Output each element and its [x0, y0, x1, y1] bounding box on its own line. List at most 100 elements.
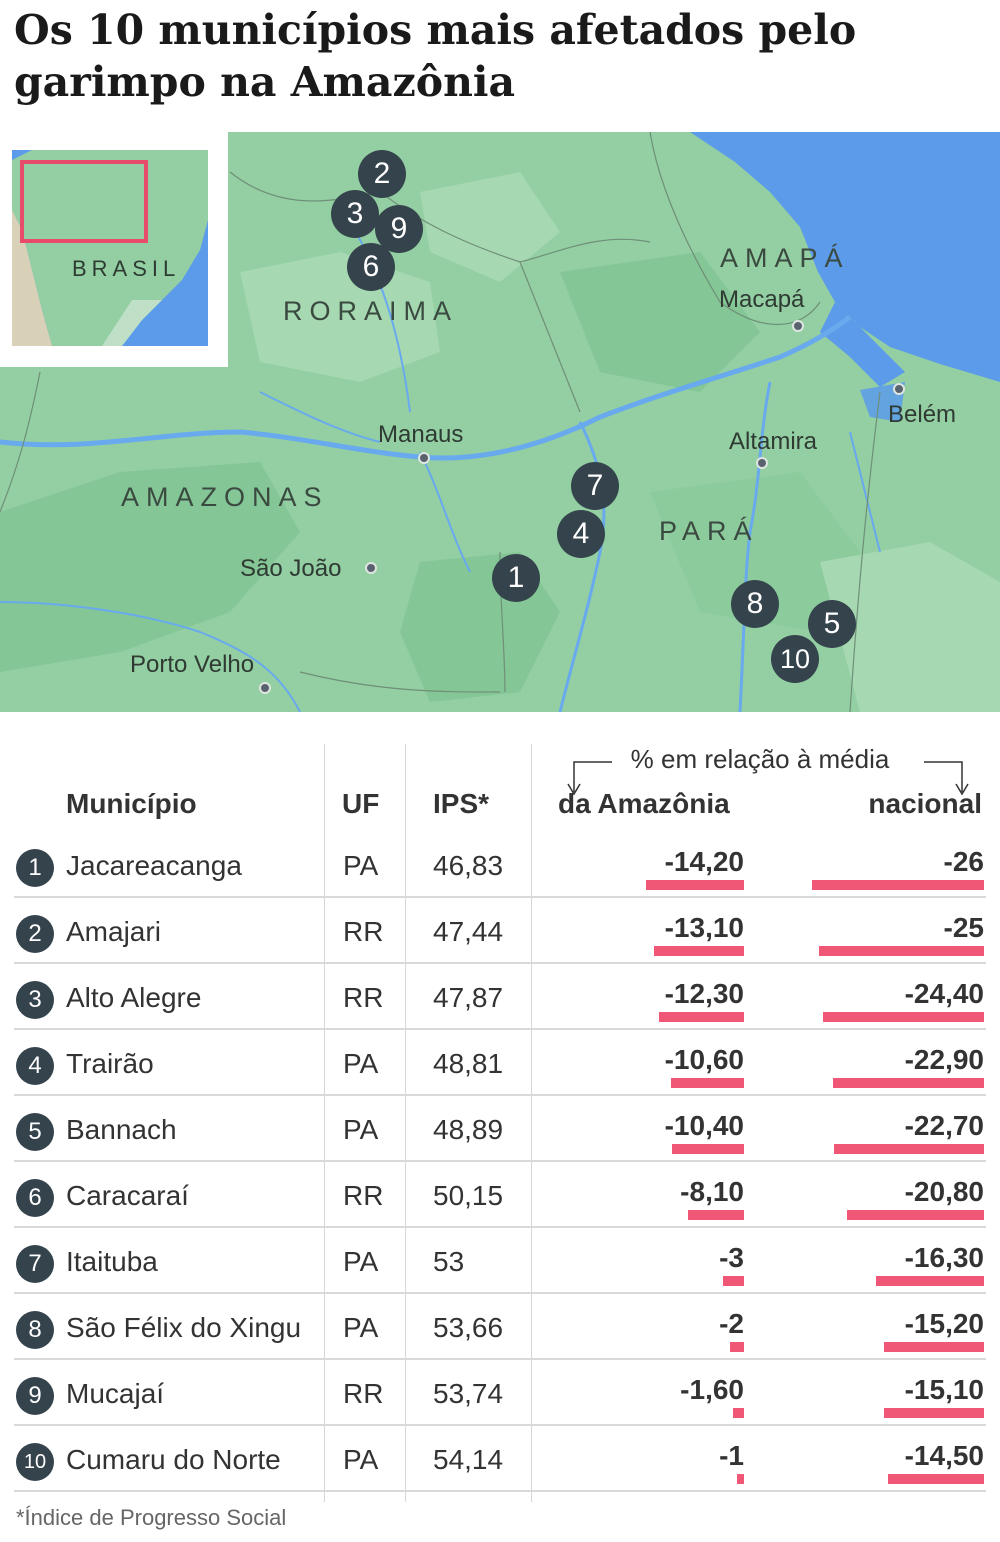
state-label-roraima: RORAIMA — [283, 296, 459, 326]
col-header-municipio: Município — [66, 788, 197, 819]
rank-badge: 6 — [16, 1179, 54, 1217]
amazonia-bar — [646, 880, 744, 890]
ips-cell: 53,66 — [433, 1312, 504, 1343]
city-label-porto-velho: Porto Velho — [130, 651, 255, 678]
nacional-value: -22,70 — [904, 1110, 984, 1141]
city-label-manaus: Manaus — [378, 421, 464, 448]
municipio-cell: Bannach — [66, 1114, 177, 1145]
municipio-cell: Itaituba — [66, 1246, 158, 1277]
uf-cell: RR — [343, 916, 384, 947]
rank-badge: 8 — [16, 1311, 54, 1349]
municipio-cell: Amajari — [66, 916, 161, 947]
city-dot-porto-velho — [259, 682, 271, 694]
city-dot-belem — [893, 383, 905, 395]
amazonia-value: -10,60 — [664, 1044, 744, 1075]
nacional-value: -20,80 — [904, 1176, 984, 1207]
rank-badge: 7 — [16, 1245, 54, 1283]
city-dot-altamira — [756, 457, 768, 469]
city-label-sao-joao: São João — [240, 555, 342, 582]
nacional-bar — [876, 1276, 984, 1286]
nacional-value: -26 — [943, 846, 984, 877]
municipio-cell: São Félix do Xingu — [66, 1312, 302, 1343]
map-marker-3[interactable]: 3 — [331, 190, 379, 238]
nacional-bar — [812, 880, 984, 890]
map-marker-9[interactable]: 9 — [375, 205, 423, 253]
uf-cell: RR — [343, 1180, 384, 1211]
amazonia-bar — [659, 1012, 744, 1022]
row-divider — [14, 1358, 986, 1360]
col-header-uf: UF — [342, 788, 380, 819]
nacional-value: -15,20 — [904, 1308, 984, 1339]
nacional-bar — [884, 1408, 984, 1418]
ips-cell: 47,44 — [433, 916, 504, 947]
rank-badge: 10 — [16, 1443, 54, 1481]
col-header-ips: IPS* — [433, 788, 490, 819]
table-row: 5 Bannach PA 48,89 -10,40 -22,70 — [14, 1096, 986, 1162]
nacional-value: -24,40 — [904, 978, 984, 1009]
amazonia-value: -10,40 — [664, 1110, 744, 1141]
table-row: 3 Alto Alegre RR 47,87 -12,30 -24,40 — [14, 964, 986, 1030]
row-divider — [14, 1028, 986, 1030]
amazonia-value: -13,10 — [664, 912, 744, 943]
table-row: 10 Cumaru do Norte PA 54,14 -1 -14,50 — [14, 1426, 986, 1492]
amazonia-bar — [672, 1144, 744, 1154]
uf-cell: PA — [343, 1312, 379, 1343]
nacional-bar — [832, 1078, 984, 1088]
city-label-macapa: Macapá — [719, 286, 805, 313]
municipio-cell: Alto Alegre — [66, 982, 202, 1013]
row-divider — [14, 896, 986, 898]
ips-cell: 53 — [433, 1246, 465, 1277]
map-marker-8[interactable]: 8 — [731, 580, 779, 628]
nacional-value: -14,50 — [904, 1440, 984, 1471]
map-marker-6[interactable]: 6 — [347, 243, 395, 291]
uf-cell: PA — [343, 1114, 379, 1145]
group-header: % em relação à média — [560, 730, 985, 800]
map-marker-10[interactable]: 10 — [771, 635, 819, 683]
nacional-bar — [834, 1144, 984, 1154]
ips-cell: 50,15 — [433, 1180, 504, 1211]
ips-cell: 48,81 — [433, 1048, 504, 1079]
uf-cell: PA — [343, 1246, 379, 1277]
amazonia-bar — [653, 946, 744, 956]
amazonia-value: -8,10 — [680, 1176, 744, 1207]
amazonia-bar — [670, 1078, 744, 1088]
map-marker-1[interactable]: 1 — [492, 554, 540, 602]
nacional-value: -22,90 — [904, 1044, 984, 1075]
amazonia-value: -12,30 — [664, 978, 744, 1009]
amazonia-bar — [688, 1210, 744, 1220]
row-divider — [14, 1094, 986, 1096]
map-marker-5[interactable]: 5 — [808, 600, 856, 648]
map-marker-4[interactable]: 4 — [557, 510, 605, 558]
rank-badge: 4 — [16, 1047, 54, 1085]
uf-cell: PA — [343, 1444, 379, 1475]
row-divider — [14, 1490, 986, 1492]
column-divider — [531, 744, 532, 1502]
nacional-value: -15,10 — [904, 1374, 984, 1405]
uf-cell: RR — [343, 1378, 384, 1409]
amazonia-value: -1,60 — [680, 1374, 744, 1405]
ranking-table: % em relação à média Município UF IPS* d… — [0, 712, 1000, 1542]
map-marker-2[interactable]: 2 — [358, 150, 406, 198]
inset-label: BRASIL — [72, 256, 181, 281]
map-marker-7[interactable]: 7 — [571, 462, 619, 510]
row-divider — [14, 1424, 986, 1426]
inset-map-canvas — [12, 150, 208, 346]
municipio-cell: Trairão — [66, 1048, 154, 1079]
ips-cell: 48,89 — [433, 1114, 504, 1145]
rank-badge: 3 — [16, 981, 54, 1019]
state-label-amazonas: AMAZONAS — [121, 482, 329, 512]
column-divider — [405, 744, 406, 1502]
table-row: 9 Mucajaí RR 53,74 -1,60 -15,10 — [14, 1360, 986, 1426]
col-header-amazonia: da Amazônia — [558, 788, 730, 819]
uf-cell: PA — [343, 1048, 379, 1079]
ips-cell: 47,87 — [433, 982, 504, 1013]
rank-badge: 9 — [16, 1377, 54, 1415]
group-header-label: % em relação à média — [630, 744, 890, 774]
col-header-nacional: nacional — [868, 788, 982, 819]
amazonia-bar — [732, 1408, 744, 1418]
table-row: 4 Trairão PA 48,81 -10,60 -22,90 — [14, 1030, 986, 1096]
uf-cell: PA — [343, 850, 379, 881]
inset-highlight-box — [20, 160, 148, 243]
table-row: 1 Jacareacanga PA 46,83 -14,20 -26 — [14, 832, 986, 898]
city-dot-sao-joao — [365, 562, 377, 574]
